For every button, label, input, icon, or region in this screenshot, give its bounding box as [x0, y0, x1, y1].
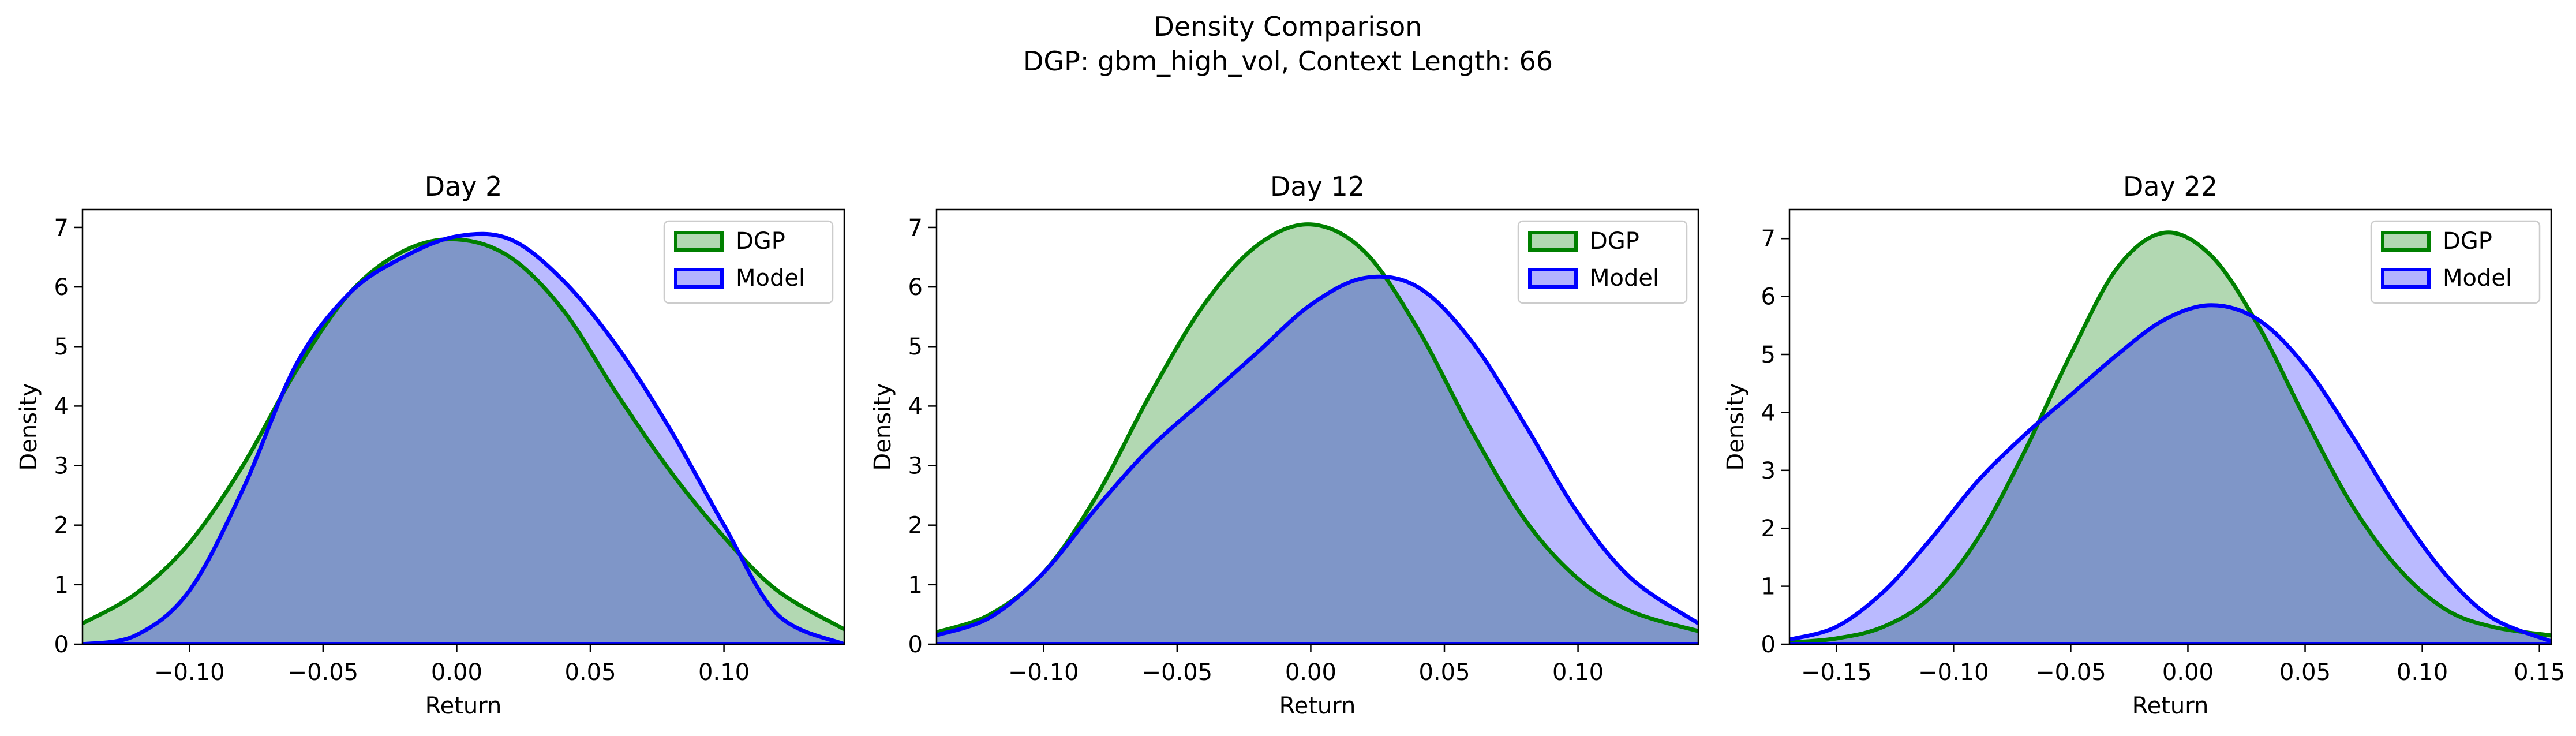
- y-tick-label: 5: [54, 334, 69, 360]
- density-overlap-area: [1789, 305, 2551, 644]
- legend-label-dgp: DGP: [1590, 228, 1639, 255]
- plot-frame: [81, 208, 845, 645]
- y-tick-label: 4: [1761, 399, 1776, 426]
- density-line-dgp: [83, 237, 844, 632]
- y-tick-label: 6: [1761, 284, 1776, 311]
- plot-frame: [1788, 208, 2552, 645]
- x-tick-label: −0.10: [154, 659, 225, 686]
- y-tick-label: 3: [1761, 458, 1776, 484]
- y-tick-label: 0: [908, 632, 923, 658]
- legend: DGP Model: [663, 220, 834, 304]
- legend-swatch-model: [1528, 268, 1578, 289]
- plot-frame: [935, 208, 1699, 645]
- x-tick-label: 0.15: [2514, 659, 2565, 686]
- y-tick-label: 7: [54, 215, 69, 241]
- panel-1: Day 2 −0.10 −0.05 0.00 0.05 0.10 0 1 2 3 4 5 6 7 Retur…: [16, 171, 845, 719]
- y-axis-label: Density: [870, 383, 896, 470]
- legend-swatch-model: [2381, 268, 2431, 289]
- legend: DGP Model: [2370, 220, 2541, 304]
- panel-3: Day 22 −0.15 −0.10 −0.05 0.00 0.05 0.10 0.15 0 1 2…: [1723, 171, 2565, 719]
- panel-title: Day 2: [425, 171, 503, 202]
- y-tick-label: 0: [54, 632, 69, 658]
- density-line-model: [937, 274, 1698, 637]
- x-tick-label: 0.10: [1552, 659, 1604, 686]
- y-tick-label: 6: [54, 274, 69, 301]
- x-tick-label: −0.05: [1142, 659, 1213, 686]
- density-overlap-area: [83, 239, 844, 644]
- legend-swatch-dgp: [1528, 231, 1578, 252]
- y-tick-label: 4: [908, 393, 923, 420]
- y-tick-label: 2: [908, 513, 923, 539]
- panel-2: Day 12 −0.10 −0.05 0.00 0.05 0.10 0 1 2 3 4 5 6 7 Retu…: [870, 171, 1699, 719]
- y-tick-label: 4: [54, 393, 69, 420]
- x-tick-label: −0.05: [2035, 659, 2106, 686]
- y-tick-label: 1: [54, 572, 69, 599]
- x-tick-label: −0.10: [1008, 659, 1079, 686]
- legend: DGP Model: [1517, 220, 1688, 304]
- legend-label-dgp: DGP: [2443, 228, 2492, 255]
- x-axis-label: Return: [2132, 693, 2209, 719]
- legend-swatch-model: [674, 268, 724, 289]
- density-line-model: [1789, 303, 2551, 644]
- y-tick-label: 2: [1761, 515, 1776, 542]
- x-tick-label: 0.00: [431, 659, 482, 686]
- x-tick-label: −0.05: [288, 659, 359, 686]
- x-tick-label: 0.10: [698, 659, 750, 686]
- figure-subtitle: DGP: gbm_high_vol, Context Length: 66: [1023, 46, 1553, 77]
- x-tick-label: 0.05: [2279, 659, 2331, 686]
- legend-label-model: Model: [2443, 265, 2512, 292]
- plot-area: [83, 231, 844, 644]
- y-tick-label: 7: [908, 215, 923, 241]
- y-axis-label: Density: [1723, 383, 1749, 470]
- legend-label-model: Model: [736, 265, 805, 292]
- legend-swatch-dgp: [674, 231, 724, 252]
- y-tick-label: 5: [1761, 342, 1776, 368]
- y-tick-label: 3: [54, 453, 69, 480]
- legend-swatch-dgp: [2381, 231, 2431, 252]
- legend-label-dgp: DGP: [736, 228, 785, 255]
- y-tick-label: 2: [54, 513, 69, 539]
- x-axis-label: Return: [425, 693, 502, 719]
- plot-area: [1789, 230, 2551, 644]
- y-tick-label: 0: [1761, 632, 1776, 658]
- x-axis-label: Return: [1279, 693, 1356, 719]
- figure-title: Density Comparison: [1154, 11, 1422, 42]
- density-line-model: [83, 231, 844, 644]
- x-tick-label: 0.00: [2162, 659, 2214, 686]
- density-line-dgp: [937, 222, 1698, 634]
- panel-title: Day 22: [2123, 171, 2218, 202]
- x-tick-label: −0.15: [1801, 659, 1872, 686]
- density-line-dgp: [1789, 230, 2551, 644]
- x-tick-label: 0.05: [1418, 659, 1470, 686]
- density-overlap-area: [937, 277, 1698, 644]
- legend-label-model: Model: [1590, 265, 1659, 292]
- x-tick-label: 0.10: [2397, 659, 2448, 686]
- plot-area: [937, 222, 1698, 644]
- x-tick-label: 0.05: [564, 659, 616, 686]
- x-tick-label: 0.00: [1285, 659, 1336, 686]
- y-tick-label: 1: [1761, 574, 1776, 600]
- panel-title: Day 12: [1270, 171, 1365, 202]
- y-tick-label: 1: [908, 572, 923, 599]
- y-tick-label: 7: [1761, 226, 1776, 252]
- y-tick-label: 6: [908, 274, 923, 301]
- x-tick-label: −0.10: [1918, 659, 1989, 686]
- y-tick-label: 5: [908, 334, 923, 360]
- y-axis-label: Density: [16, 383, 42, 470]
- y-tick-label: 3: [908, 453, 923, 480]
